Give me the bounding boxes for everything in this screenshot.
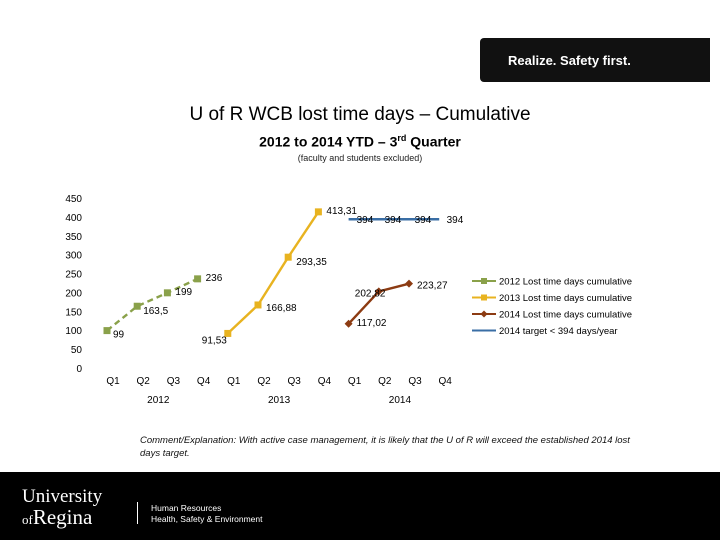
legend-marker xyxy=(481,278,487,284)
data-label: 236 xyxy=(206,273,223,284)
subtitle-main: 2012 to 2014 YTD – 3 xyxy=(259,133,398,150)
logo-line-university: University xyxy=(22,486,103,507)
chart-subtitle: 2012 to 2014 YTD – 3rd Quarter xyxy=(0,133,720,150)
data-point xyxy=(374,287,383,296)
x-group-label: 2012 xyxy=(147,395,170,406)
data-point xyxy=(254,301,262,309)
data-label: 293,35 xyxy=(296,257,327,268)
legend-label: 2014 target < 394 days/year xyxy=(499,326,618,337)
x-tick-label: Q2 xyxy=(378,376,392,387)
data-label: 394 xyxy=(447,215,464,226)
x-tick-label: Q4 xyxy=(197,376,211,387)
legend-marker xyxy=(481,294,487,301)
y-tick-label: 300 xyxy=(65,251,82,262)
department-name: Human Resources Health, Safety & Environ… xyxy=(151,503,263,525)
data-point xyxy=(405,279,413,288)
x-tick-label: Q3 xyxy=(288,376,302,387)
logo-line-regina: Regina xyxy=(32,505,93,529)
x-tick-label: Q3 xyxy=(167,376,181,387)
data-label: 163,5 xyxy=(143,306,168,317)
subtitle-superscript: rd xyxy=(397,133,407,143)
data-point xyxy=(133,302,141,310)
logo-of: of xyxy=(22,512,33,527)
data-point xyxy=(314,208,322,216)
y-tick-label: 50 xyxy=(71,345,83,356)
y-tick-label: 250 xyxy=(65,270,82,281)
y-tick-label: 150 xyxy=(65,307,82,318)
y-tick-label: 100 xyxy=(65,326,82,337)
legend-label: 2012 Lost time days cumulative xyxy=(499,277,632,288)
data-label: 394 xyxy=(357,215,374,226)
brand-tagline: Realize. Safety first. xyxy=(480,38,710,82)
data-label: 91,53 xyxy=(202,335,227,346)
data-point xyxy=(103,327,111,335)
legend-label: 2013 Lost time days cumulative xyxy=(499,293,632,304)
footer-divider xyxy=(137,502,138,524)
x-group-label: 2014 xyxy=(389,395,412,406)
department-line-1: Human Resources xyxy=(151,503,222,513)
data-label: 394 xyxy=(385,215,402,226)
subtitle-end: Quarter xyxy=(406,133,461,150)
x-group-label: 2013 xyxy=(268,395,291,406)
data-point xyxy=(284,253,292,261)
data-label: 394 xyxy=(415,215,432,226)
chart-title: U of R WCB lost time days – Cumulative xyxy=(189,104,531,125)
x-tick-label: Q1 xyxy=(106,376,120,387)
y-tick-label: 450 xyxy=(65,194,82,205)
y-tick-label: 400 xyxy=(65,213,82,224)
data-label: 202,82 xyxy=(355,288,386,299)
data-point xyxy=(163,289,171,297)
series-line xyxy=(106,277,199,332)
chart-note: (faculty and students excluded) xyxy=(297,153,423,163)
legend-marker xyxy=(480,310,488,318)
x-tick-label: Q3 xyxy=(408,376,422,387)
data-point xyxy=(194,275,202,283)
comment-explanation: Comment/Explanation: With active case ma… xyxy=(140,435,630,459)
data-label: 413,31 xyxy=(326,206,357,217)
data-label: 223,27 xyxy=(417,281,448,292)
y-tick-label: 200 xyxy=(65,288,82,299)
legend-label: 2014 Lost time days cumulative xyxy=(499,310,632,321)
data-label: 199 xyxy=(175,287,192,298)
footer-bar: University ofRegina Human Resources Heal… xyxy=(0,472,720,540)
university-logo: University ofRegina xyxy=(22,486,102,530)
x-tick-label: Q2 xyxy=(137,376,151,387)
x-tick-label: Q4 xyxy=(318,376,332,387)
data-label: 117,02 xyxy=(357,318,387,329)
x-tick-label: Q1 xyxy=(227,376,241,387)
department-line-2: Health, Safety & Environment xyxy=(151,514,263,524)
data-label: 99 xyxy=(113,330,125,341)
y-tick-label: 0 xyxy=(76,364,82,375)
data-point xyxy=(224,329,232,337)
x-tick-label: Q1 xyxy=(348,376,362,387)
x-tick-label: Q4 xyxy=(439,376,453,387)
x-tick-label: Q2 xyxy=(257,376,271,387)
y-tick-label: 350 xyxy=(65,232,82,243)
data-point xyxy=(344,319,353,328)
series-line xyxy=(226,211,320,335)
data-label: 166,88 xyxy=(266,303,297,314)
line-chart: 0 50 100 150 200 250 300 350 400 450 Q1 Q2 Q3 Q4 Q1 Q2 Q… xyxy=(65,194,632,406)
